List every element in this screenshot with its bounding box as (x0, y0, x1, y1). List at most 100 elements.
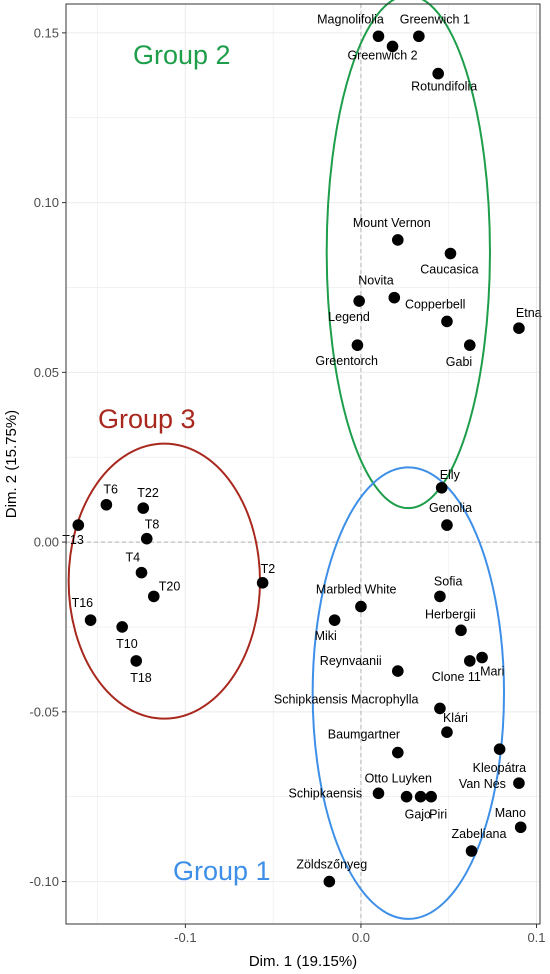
point-label: Gabi (446, 355, 472, 369)
data-point (400, 790, 413, 803)
data-point (355, 600, 367, 613)
group-ellipse (311, 466, 506, 920)
point-label: T18 (130, 671, 152, 685)
point-label: T8 (145, 518, 160, 532)
data-point (513, 322, 525, 335)
data-point (392, 746, 404, 759)
point-label: T22 (137, 486, 159, 500)
point-label: Caucasica (420, 263, 478, 277)
data-point (476, 651, 488, 664)
point-label: Magnolifolia (317, 12, 384, 26)
data-point (392, 665, 404, 677)
point-label: T20 (159, 579, 181, 593)
x-tick-label: 0.0 (352, 930, 370, 945)
point-label: Elly (440, 468, 461, 482)
data-point (72, 519, 85, 531)
data-point (130, 655, 143, 667)
x-axis-ticks: -0.1 0.0 0.1 (174, 924, 546, 945)
point-label: Clone 11 (432, 670, 481, 684)
x-tick-label: -0.1 (174, 930, 196, 945)
data-point (434, 702, 446, 715)
data-point (386, 40, 399, 53)
point-label: Novita (358, 274, 393, 288)
data-point (425, 790, 437, 803)
y-tick-label: -0.10 (29, 874, 59, 889)
point-label: T10 (116, 637, 138, 651)
data-point (372, 787, 385, 800)
point-label: Schipkaensis (288, 786, 362, 800)
group-ellipse (325, 0, 491, 510)
data-point (465, 845, 478, 857)
point-label: Baumgartner (328, 728, 400, 742)
point-labels: Magnolifolia Greenwich 1 Greenwich 2 Rotund… (62, 12, 541, 871)
point-label: Van Nes (459, 777, 506, 791)
data-point (137, 502, 150, 514)
data-point (463, 655, 476, 667)
point-label: Mount Vernon (353, 216, 431, 230)
group-labels: Group 2 Group 3 Group 1 (98, 40, 271, 886)
data-point (116, 621, 128, 633)
data-point (147, 590, 160, 603)
point-label: Reynvaanii (320, 654, 382, 668)
data-point (441, 726, 453, 738)
group-ellipses (67, 0, 506, 920)
y-axis-ticks: -0.10 -0.05 0.00 0.05 0.10 0.15 (29, 25, 66, 889)
data-point (388, 291, 401, 304)
data-point (414, 790, 427, 803)
point-label: T16 (72, 596, 94, 610)
group-label: Group 3 (98, 404, 196, 434)
point-label: Greentorch (315, 354, 378, 368)
y-axis-label: Dim. 2 (15.75%) (3, 410, 20, 518)
point-label: Legend (328, 310, 370, 324)
y-tick-label: 0.10 (34, 195, 59, 210)
y-tick-label: -0.05 (29, 704, 59, 719)
data-point (463, 339, 476, 351)
point-label: T2 (261, 562, 276, 576)
point-label: Zöldszőnyeg (296, 858, 367, 872)
data-point (441, 315, 453, 328)
data-point (140, 532, 153, 545)
data-point (444, 247, 457, 260)
data-point (513, 777, 525, 789)
point-label: Gajo (405, 808, 431, 822)
point-label: T13 (62, 533, 84, 547)
data-point (441, 519, 453, 531)
point-label: Kleopátra (473, 761, 527, 775)
x-axis-label: Dim. 1 (19.15%) (249, 953, 357, 970)
point-label: Schipkaensis Macrophylla (274, 692, 419, 706)
point-label: T4 (125, 551, 140, 565)
data-point (413, 30, 425, 43)
plot-panel-border (65, 3, 541, 925)
data-point (514, 821, 527, 834)
point-label: Copperbell (405, 297, 465, 311)
y-tick-label: 0.05 (34, 365, 59, 380)
data-point (455, 624, 467, 637)
group-label: Group 1 (173, 856, 271, 886)
x-tick-label: 0.1 (527, 930, 545, 945)
data-point (351, 339, 364, 351)
data-point (135, 566, 148, 579)
point-label: Piri (429, 808, 447, 822)
point-label: Etna (516, 306, 542, 320)
point-label: Miki (315, 629, 337, 643)
data-point (353, 295, 365, 307)
data-points (72, 30, 527, 888)
point-label: Mano (495, 806, 526, 820)
data-point (328, 614, 341, 626)
point-label: Zabeliana (452, 827, 507, 841)
point-label: T6 (103, 483, 118, 497)
data-point (432, 67, 444, 80)
data-point (323, 875, 336, 888)
point-label: Genolia (429, 501, 472, 515)
y-tick-label: 0.00 (34, 535, 59, 550)
point-label: Herbergii (425, 607, 476, 621)
data-point (372, 30, 385, 43)
data-point (434, 590, 446, 603)
data-point (392, 234, 404, 246)
point-label: Greenwich 2 (347, 48, 417, 62)
data-point (256, 577, 269, 589)
y-tick-label: 0.15 (34, 25, 59, 40)
point-label: Marbled White (316, 583, 397, 597)
point-label: Klári (443, 711, 468, 725)
